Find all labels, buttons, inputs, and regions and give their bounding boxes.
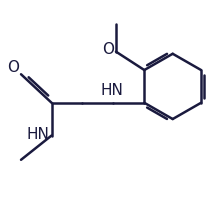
- Text: O: O: [102, 42, 114, 58]
- Text: O: O: [7, 60, 19, 75]
- Text: HN: HN: [100, 83, 123, 98]
- Text: HN: HN: [27, 127, 50, 142]
